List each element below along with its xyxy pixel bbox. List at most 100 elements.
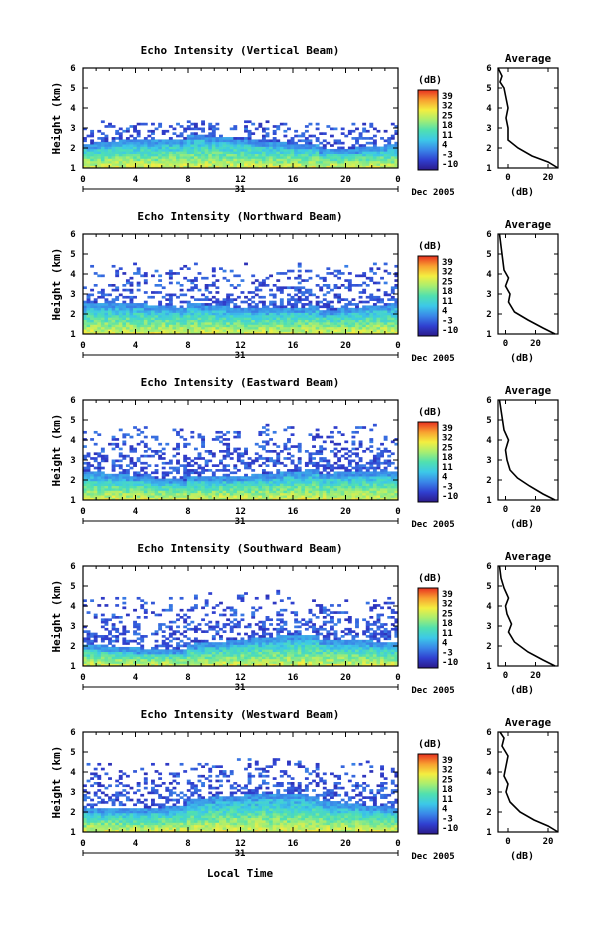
heatmap-cell — [104, 317, 109, 321]
heatmap-cell — [290, 473, 295, 477]
heatmap-cell — [93, 300, 98, 304]
heatmap-cell — [240, 497, 245, 501]
heatmap-cell — [294, 485, 299, 489]
heatmap-cell — [301, 495, 306, 498]
heatmap-cell — [358, 490, 363, 494]
heatmap-cell — [168, 478, 173, 482]
heatmap-cell — [390, 298, 395, 301]
heatmap-cell — [97, 151, 102, 155]
heatmap-cell — [315, 471, 320, 475]
heatmap-cell — [369, 476, 374, 479]
heatmap-cell — [151, 490, 155, 494]
heatmap-cell — [272, 478, 277, 482]
heatmap-cell — [215, 310, 220, 313]
heatmap-cell — [355, 471, 359, 475]
heatmap-cell — [168, 649, 173, 653]
heatmap-cell — [111, 644, 116, 648]
heatmap-cell — [362, 310, 367, 313]
heatmap-cell — [111, 298, 116, 301]
heatmap-cell — [186, 457, 191, 460]
heatmap-cell — [380, 160, 384, 164]
heatmap-cell — [376, 317, 381, 321]
colorbar-unit: (dB) — [418, 75, 442, 86]
heatmap-cell — [387, 139, 392, 143]
heatmap-cell — [322, 305, 327, 309]
heatmap-cell — [161, 314, 166, 318]
heatmap-cell — [365, 485, 370, 489]
heatmap-cell — [362, 153, 367, 157]
heatmap-cell — [222, 466, 227, 470]
heatmap-cell — [165, 644, 170, 648]
colorbar-tick-label: 18 — [442, 121, 453, 131]
heatmap-cell — [380, 165, 384, 169]
heatmap-cell — [125, 476, 130, 479]
heatmap-cell — [362, 319, 367, 323]
heatmap-cell — [347, 331, 352, 335]
heatmap-cell — [301, 483, 306, 487]
heatmap-cell — [229, 319, 234, 323]
heatmap-cell — [301, 473, 306, 477]
heatmap-cell — [319, 141, 324, 145]
heatmap-cell — [136, 433, 141, 437]
heatmap-cell — [233, 478, 238, 482]
heatmap-cell — [211, 324, 216, 328]
heatmap-cell — [90, 312, 95, 316]
heatmap-cell — [140, 310, 145, 313]
heatmap-cell — [143, 454, 148, 458]
heatmap-cell — [176, 312, 180, 316]
heatmap-cell — [362, 307, 367, 311]
heatmap-cell — [319, 317, 324, 321]
heatmap-cell — [219, 459, 223, 463]
heatmap-cell — [394, 329, 399, 332]
heatmap-cell — [233, 495, 238, 498]
heatmap-cell — [204, 151, 209, 155]
heatmap-cell — [319, 464, 324, 467]
heatmap-cell — [183, 331, 188, 335]
heatmap-cell — [254, 317, 259, 321]
heatmap-cell — [308, 326, 313, 330]
heatmap-cell — [355, 284, 359, 287]
heatmap-cell — [337, 307, 342, 311]
heatmap-cell — [197, 322, 202, 325]
heatmap-cell — [111, 442, 116, 446]
heatmap-cell — [158, 146, 163, 150]
heatmap-cell — [201, 160, 206, 164]
heatmap-cell — [365, 151, 370, 155]
heatmap-cell — [240, 326, 245, 330]
heatmap-cell — [186, 267, 191, 271]
heatmap-cell — [394, 156, 399, 159]
heatmap-cell — [83, 454, 87, 458]
heatmap-cell — [111, 649, 116, 653]
heatmap-cell — [247, 461, 252, 465]
heatmap-cell — [287, 497, 291, 501]
heatmap-cell — [215, 476, 220, 479]
heatmap-cell — [129, 151, 134, 155]
heatmap-cell — [161, 132, 166, 135]
day-label: 31 — [235, 185, 246, 195]
heatmap-cell — [319, 156, 324, 159]
heatmap-cell — [125, 630, 130, 633]
heatmap-cell — [125, 661, 130, 664]
heatmap-cell — [161, 656, 166, 660]
heatmap-cell — [254, 480, 259, 484]
heatmap-cell — [326, 163, 331, 166]
heatmap-cell — [204, 286, 209, 290]
heatmap-cell — [197, 454, 202, 458]
heatmap-cell — [233, 146, 238, 150]
heatmap-cell — [247, 495, 252, 498]
heatmap-cell — [140, 151, 145, 155]
heatmap-cell — [172, 454, 177, 458]
heatmap-cell — [254, 307, 259, 311]
heatmap-cell — [355, 478, 359, 482]
heatmap-cell — [283, 153, 288, 157]
heatmap-cell — [362, 331, 367, 335]
heatmap-cell — [179, 134, 184, 138]
heatmap-cell — [347, 158, 352, 162]
heatmap-cell — [347, 148, 352, 152]
heatmap-cell — [380, 490, 384, 494]
heatmap-cell — [347, 492, 352, 496]
heatmap-cell — [161, 139, 166, 143]
heatmap-cell — [179, 312, 184, 316]
heatmap-cell — [372, 478, 377, 482]
heatmap-cell — [122, 473, 127, 477]
